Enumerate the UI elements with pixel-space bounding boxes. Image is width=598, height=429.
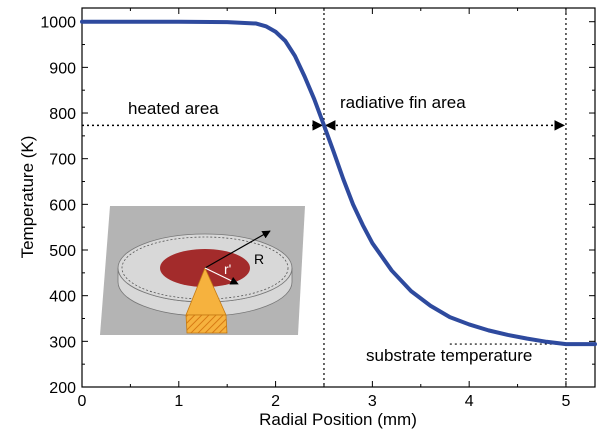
x-tick-label: 4	[465, 393, 474, 410]
disk-inset-illustration: R r'	[100, 206, 305, 335]
substrate-temperature-label: substrate temperature	[366, 346, 532, 365]
x-tick-label: 5	[562, 393, 571, 410]
y-tick-label: 1000	[40, 15, 76, 32]
annotation-arrows	[82, 120, 566, 345]
inset-label-r: r'	[224, 261, 231, 277]
y-tick-label: 800	[49, 106, 76, 123]
x-tick-label: 2	[271, 393, 280, 410]
y-tick-label: 600	[49, 197, 76, 214]
inset-disk-dashed-edge	[121, 236, 289, 300]
inset-label-R: R	[254, 251, 264, 267]
y-tick-label: 500	[49, 243, 76, 260]
x-tick-label: 1	[174, 393, 183, 410]
x-tick-label: 0	[78, 393, 87, 410]
y-tick-label: 700	[49, 152, 76, 169]
inset-wedge-hatched-face	[185, 314, 228, 334]
inset-radius-r-arrow	[204, 267, 239, 285]
axis-tick-labels: 0 1 2 3 4 5 200 300 400 500 600 700 800 900 1000	[40, 15, 570, 410]
inset-radius-R-arrow	[204, 230, 271, 269]
radiative-fin-area-label: radiative fin area	[340, 93, 466, 112]
y-tick-label: 200	[49, 380, 76, 397]
temperature-curve	[80, 19, 597, 347]
heated-area-label: heated area	[128, 99, 219, 118]
y-tick-label: 900	[49, 60, 76, 77]
y-axis-title: Temperature (K)	[18, 136, 37, 259]
x-tick-label: 3	[368, 393, 377, 410]
x-axis-title: Radial Position (mm)	[259, 410, 417, 429]
y-tick-label: 300	[49, 334, 76, 351]
boundary-lines	[323, 8, 567, 387]
y-tick-label: 400	[49, 289, 76, 306]
plot-frame	[81, 7, 596, 388]
